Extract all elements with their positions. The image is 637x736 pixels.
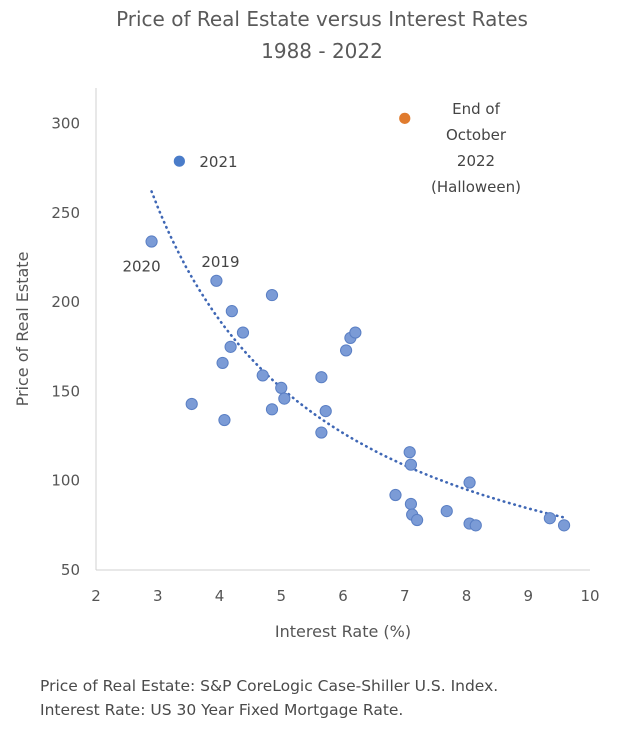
label-2019: 2019 xyxy=(201,253,239,271)
data-point xyxy=(404,497,418,511)
label-oct-2022-line: 2022 xyxy=(457,152,495,170)
label-oct-2022-line: (Halloween) xyxy=(431,178,521,196)
data-point xyxy=(469,519,482,532)
data-point xyxy=(543,512,556,525)
y-tick-label: 50 xyxy=(61,561,80,579)
y-tick-labels: 50 100 150 200 250 300 xyxy=(51,115,80,579)
data-point xyxy=(319,405,332,418)
data-point xyxy=(315,371,328,384)
x-tick-label: 10 xyxy=(580,587,599,605)
label-oct-2022-line: October xyxy=(446,126,507,144)
data-point xyxy=(315,426,328,439)
y-tick-label: 150 xyxy=(51,382,80,400)
chart-title: Price of Real Estate versus Interest Rat… xyxy=(116,7,528,31)
point-oct-2022 xyxy=(399,112,411,124)
data-point xyxy=(404,458,418,471)
source-note-line-2: Interest Rate: US 30 Year Fixed Mortgage… xyxy=(40,701,404,719)
source-note: Price of Real Estate: S&P CoreLogic Case… xyxy=(40,674,498,722)
data-point xyxy=(557,519,571,532)
data-point xyxy=(218,413,231,427)
label-2021: 2021 xyxy=(199,153,237,171)
data-point xyxy=(339,344,353,357)
label-2020: 2020 xyxy=(122,258,160,276)
data-point xyxy=(224,340,237,353)
highlight-points: 2021 End of October 2022 (Halloween) xyxy=(173,100,521,196)
data-points xyxy=(145,235,571,532)
x-tick-label: 3 xyxy=(153,587,163,605)
x-tick-label: 5 xyxy=(276,587,286,605)
data-point xyxy=(278,392,291,405)
data-point xyxy=(216,356,229,370)
data-point xyxy=(349,326,362,339)
data-point xyxy=(236,326,250,339)
data-point xyxy=(256,369,269,382)
data-point xyxy=(265,403,279,416)
source-note-line-1: Price of Real Estate: S&P CoreLogic Case… xyxy=(40,677,499,695)
x-axis-label: Interest Rate (%) xyxy=(275,622,411,641)
x-tick-label: 9 xyxy=(523,587,533,605)
x-tick-label: 8 xyxy=(462,587,472,605)
data-point xyxy=(185,397,198,411)
y-tick-label: 200 xyxy=(51,293,80,311)
y-axis-label: Price of Real Estate xyxy=(13,252,32,407)
data-point xyxy=(463,476,476,489)
y-tick-label: 100 xyxy=(51,472,80,490)
data-point xyxy=(389,488,402,502)
data-point xyxy=(210,274,223,287)
chart-subtitle: 1988 - 2022 xyxy=(261,39,383,63)
y-tick-label: 250 xyxy=(51,204,80,222)
x-tick-labels: 2 3 4 5 6 7 8 9 10 xyxy=(91,587,599,605)
data-point xyxy=(145,235,158,248)
data-point xyxy=(275,381,288,395)
x-tick-label: 2 xyxy=(91,587,101,605)
annotations: 2020 2019 xyxy=(122,253,239,276)
x-tick-label: 4 xyxy=(215,587,225,605)
x-tick-label: 6 xyxy=(338,587,348,605)
trendline xyxy=(150,190,566,519)
data-point xyxy=(265,288,279,302)
label-oct-2022-line: End of xyxy=(452,100,500,118)
x-tick-label: 7 xyxy=(400,587,410,605)
scatter-chart: Price of Real Estate versus Interest Rat… xyxy=(13,7,600,641)
data-point xyxy=(225,305,238,318)
data-point xyxy=(411,513,424,527)
point-2021 xyxy=(173,155,185,167)
data-point xyxy=(403,446,416,459)
y-tick-label: 300 xyxy=(51,115,80,133)
data-point xyxy=(440,504,453,518)
